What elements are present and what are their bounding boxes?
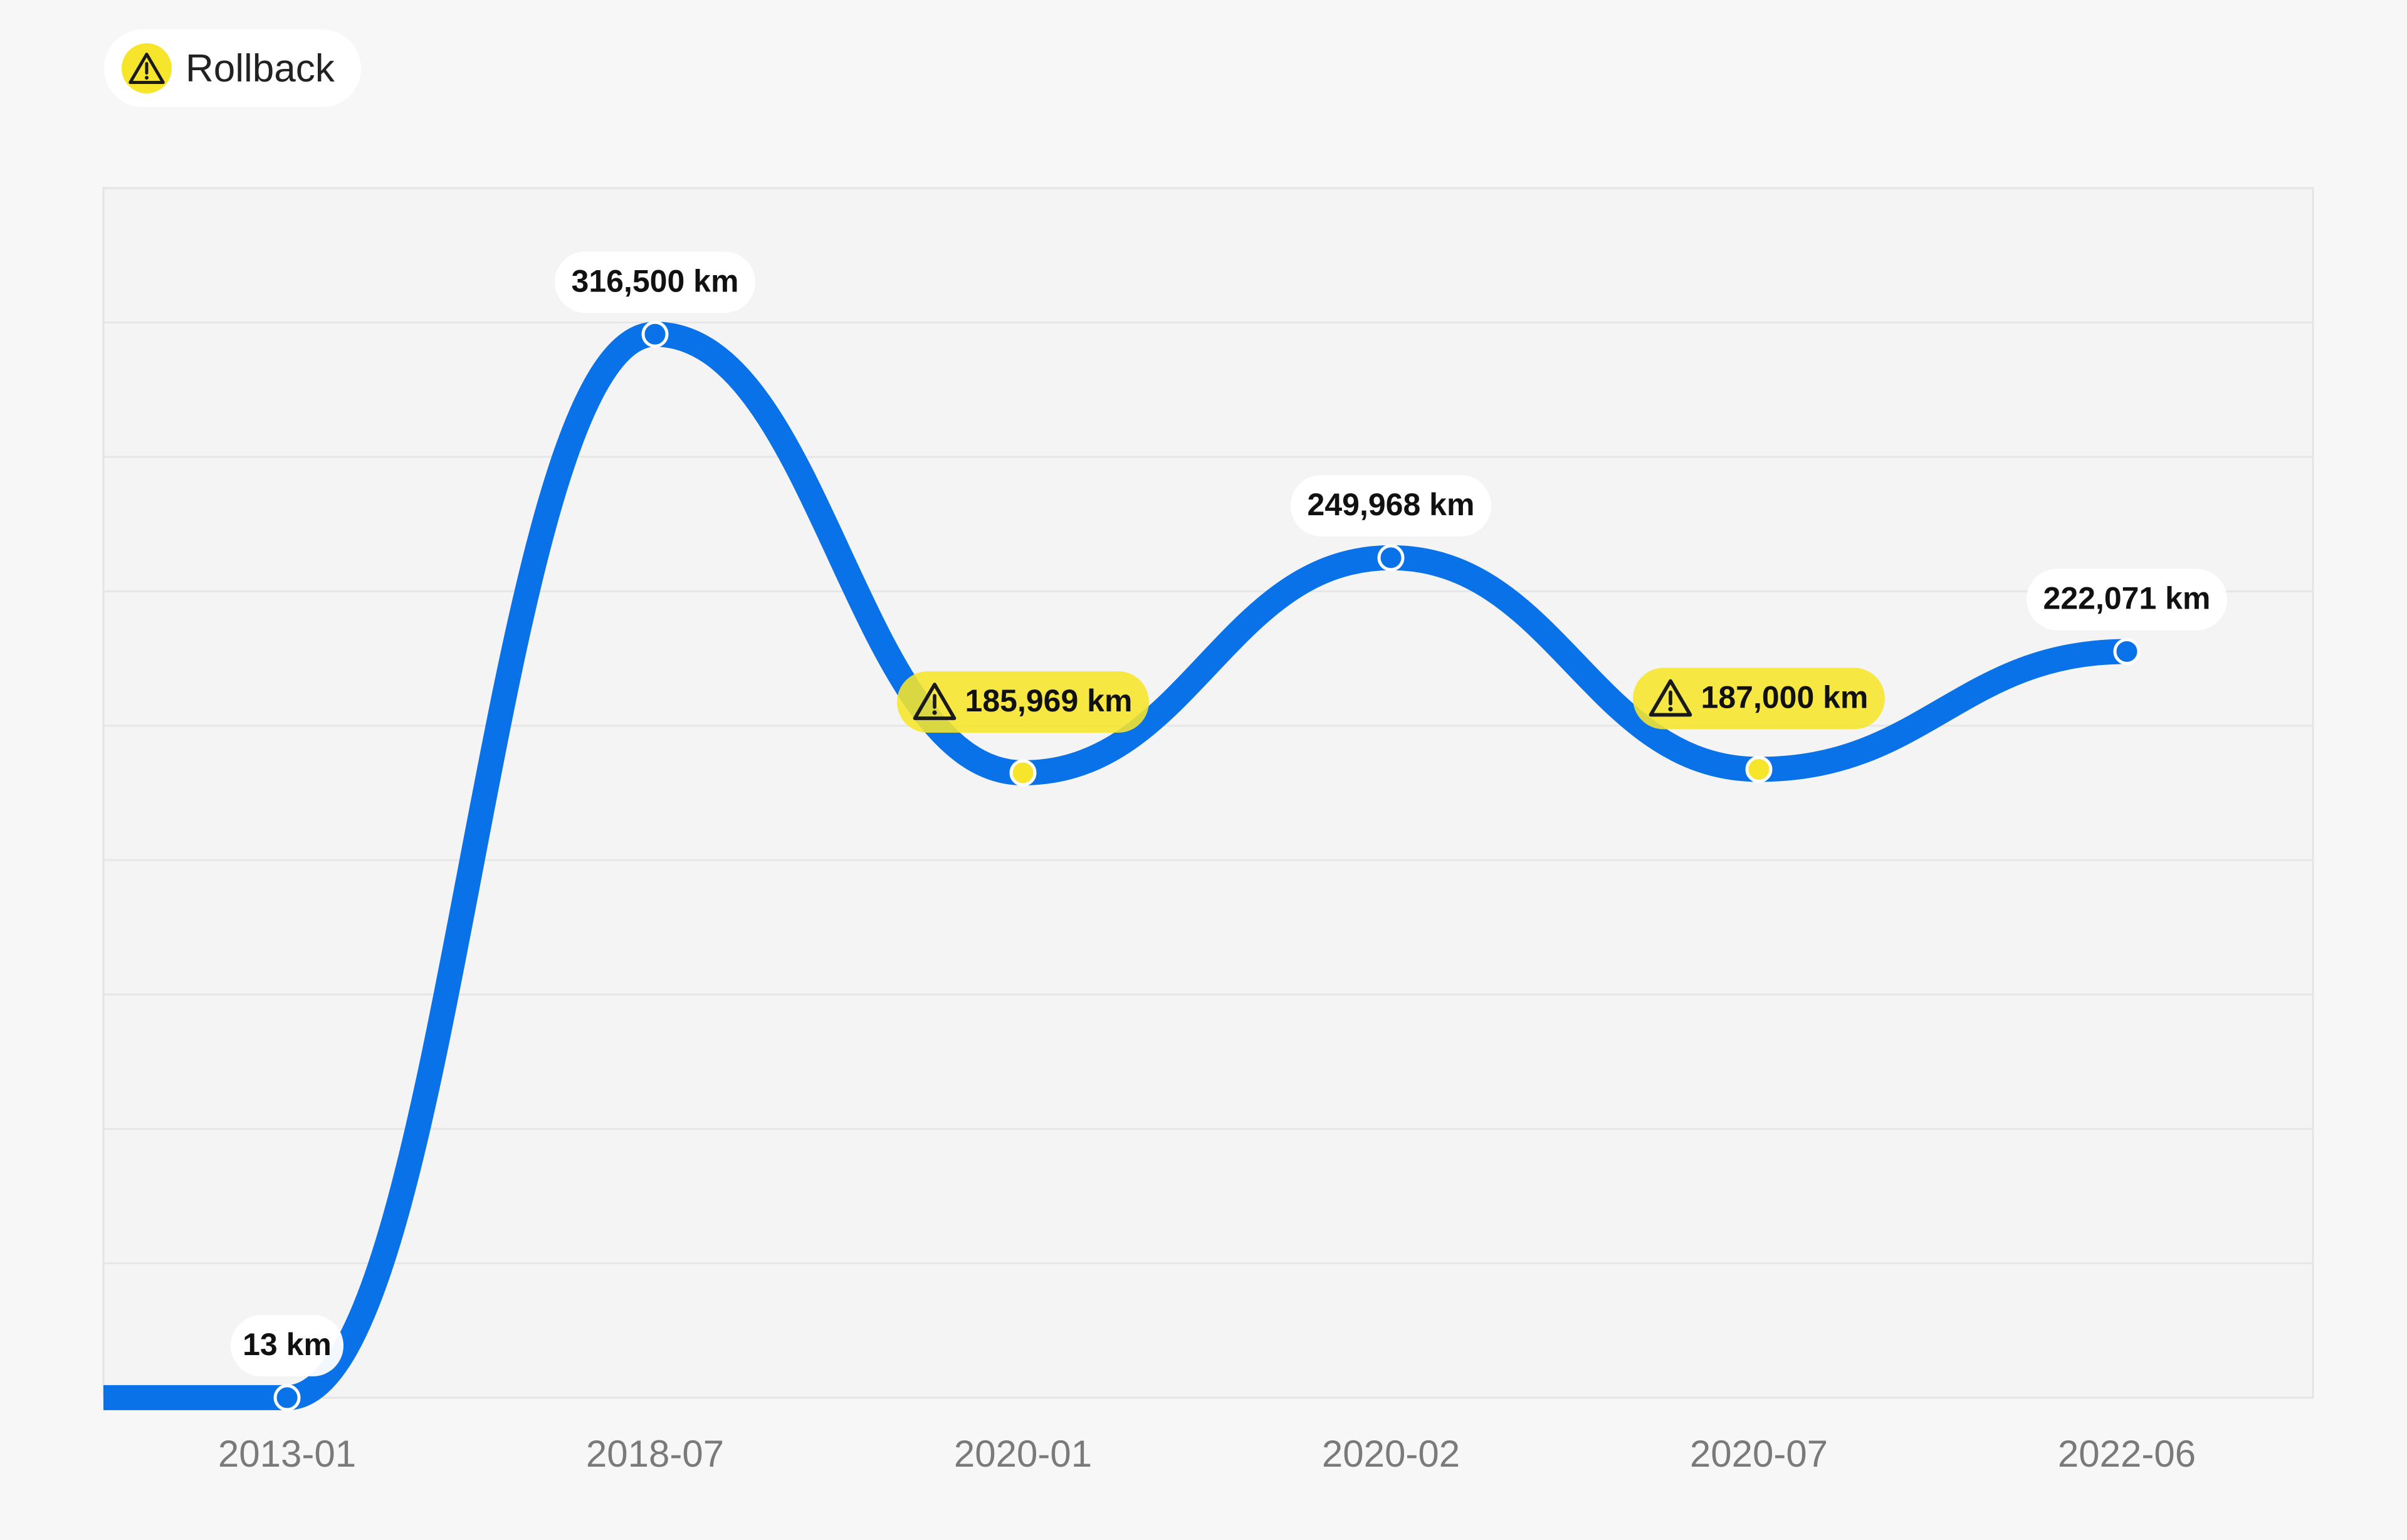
label-background xyxy=(2027,568,2227,631)
x-tick-label: 2018-07 xyxy=(586,1433,724,1475)
value-label: 13 km xyxy=(243,1327,332,1362)
x-tick-label: 2020-02 xyxy=(1322,1433,1460,1475)
value-label: 222,071 km xyxy=(2043,581,2211,616)
warning-icon xyxy=(913,683,957,720)
data-point xyxy=(273,1384,301,1412)
rollback-label: 187,000 km xyxy=(1633,668,1885,730)
rollback-label: 185,969 km xyxy=(897,671,1149,733)
warning-icon xyxy=(1649,679,1692,717)
value-label: 187,000 km xyxy=(1701,680,1869,715)
data-point xyxy=(2113,637,2141,665)
plot-area xyxy=(102,187,2314,1399)
label-background xyxy=(555,251,755,313)
warning-dot xyxy=(932,710,937,715)
warning-triangle xyxy=(913,683,957,720)
x-tick-label: 2022-06 xyxy=(2058,1433,2196,1475)
data-label: 316,500 km xyxy=(555,251,755,313)
value-label: 316,500 km xyxy=(572,263,739,298)
rollback-point xyxy=(1009,759,1037,787)
data-label: 249,968 km xyxy=(1291,474,1491,537)
data-point xyxy=(641,320,669,348)
warning-icon xyxy=(122,43,172,93)
x-tick-label: 2020-07 xyxy=(1690,1433,1828,1475)
value-label: 249,968 km xyxy=(1308,487,1475,522)
value-label: 185,969 km xyxy=(965,683,1133,718)
warning-dot xyxy=(1668,706,1673,712)
data-label: 13 km xyxy=(231,1314,343,1376)
label-background xyxy=(231,1314,343,1376)
data-point xyxy=(1377,544,1405,572)
x-tick-label: 2013-01 xyxy=(218,1433,356,1475)
x-tick-label: 2020-01 xyxy=(954,1433,1092,1475)
legend-label: Rollback xyxy=(186,46,335,90)
warning-triangle xyxy=(1649,679,1692,717)
data-label: 222,071 km xyxy=(2027,568,2227,631)
rollback-point xyxy=(1745,755,1773,783)
label-background xyxy=(1633,668,1885,730)
label-background xyxy=(1291,474,1491,537)
rollback-legend: Rollback xyxy=(104,29,361,107)
label-background xyxy=(897,671,1149,733)
